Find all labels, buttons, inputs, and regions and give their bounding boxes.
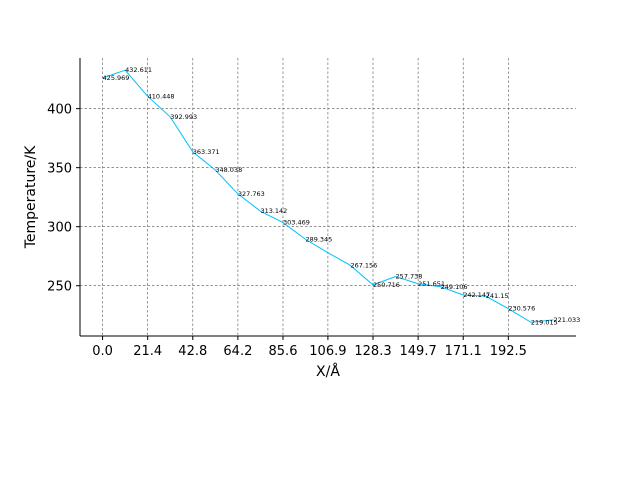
y-tick-label: 250 [47,280,72,295]
x-tick-label: 85.6 [269,344,298,359]
data-label: 313.142 [260,207,287,215]
x-axis-label: X/Å [316,363,340,380]
data-label: 392.993 [170,113,197,121]
data-label: 348.038 [215,166,242,174]
y-axis-label: Temperature/K [23,145,39,249]
data-label: 250.716 [373,281,400,289]
y-tick-label: 300 [47,221,72,236]
data-label: 303.469 [283,219,310,227]
x-tick-label: 0.0 [92,344,113,359]
data-label: 363.371 [193,148,220,156]
data-label: 249.106 [441,283,468,291]
y-tick-label: 400 [47,103,72,118]
x-tick-label: 192.5 [490,344,527,359]
data-label: 251.651 [418,280,445,288]
x-tick-label: 42.8 [178,344,207,359]
data-label: 289.345 [305,235,332,243]
y-tick-label: 350 [47,162,72,177]
data-label: 425.969 [103,74,130,82]
x-tick-label: 21.4 [133,344,162,359]
temperature-series-line [102,69,554,323]
grid [80,58,576,336]
x-tick-label: 171.1 [445,344,482,359]
data-label: 327.763 [238,190,265,198]
x-tick-label: 64.2 [223,344,252,359]
data-label: 230.576 [508,305,535,313]
data-label: 257.738 [396,273,423,281]
data-label: 221.033 [553,316,580,324]
x-tick-label: 106.9 [309,344,346,359]
data-label: 241.15 [486,292,509,300]
data-label: 267.156 [350,261,377,269]
data-label: 410.448 [148,92,175,100]
data-label: 432.611 [125,66,152,74]
data-label: 219.015 [531,318,558,326]
data-label: 242.147 [463,291,490,299]
axis-ticks: 0.0 21.4 42.8 64.2 85.6 106.9 128.3 149.7 171.1 1… [47,103,527,359]
x-tick-label: 149.7 [400,344,437,359]
x-tick-label: 128.3 [354,344,391,359]
